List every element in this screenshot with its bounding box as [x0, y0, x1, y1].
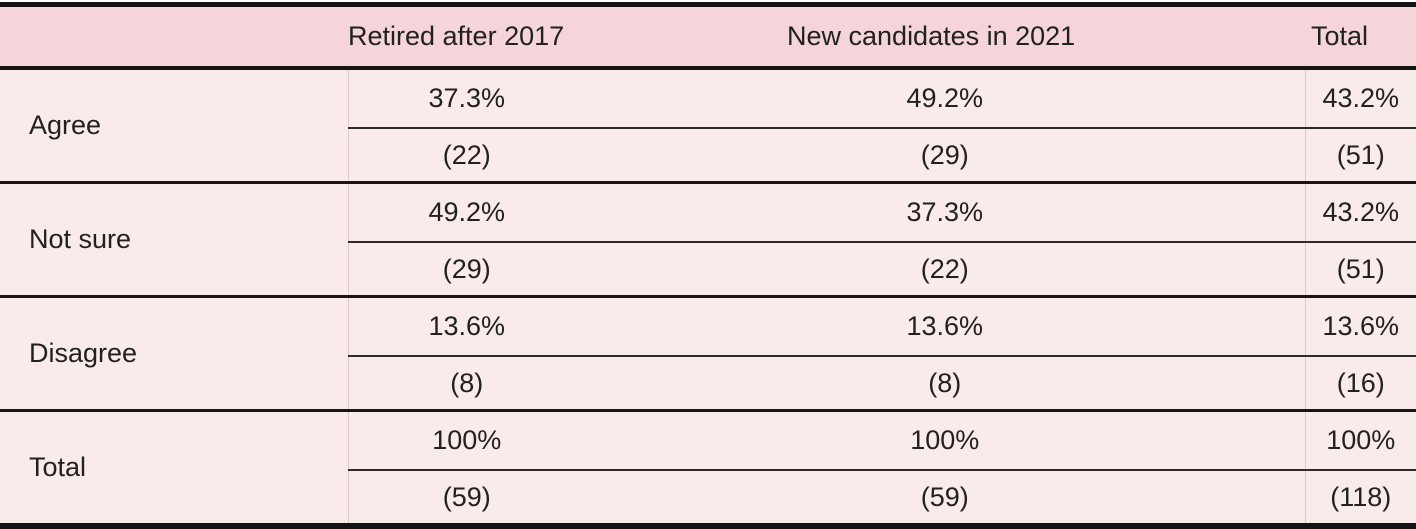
- table-row-total-pct: Total 100% 100% 100%: [0, 410, 1416, 526]
- pct-cell: 100%: [347, 410, 585, 471]
- count-cell: (22): [585, 242, 1305, 298]
- row-label-not-sure: Not sure: [0, 182, 348, 298]
- count-cell: (51): [1304, 242, 1416, 298]
- count-cell: (118): [1304, 470, 1416, 526]
- pct-cell: 43.2%: [1304, 182, 1416, 243]
- column-header-total: Total: [1305, 4, 1416, 70]
- column-header-retired-after-2017: Retired after 2017: [348, 4, 585, 70]
- header-stub-cell: [0, 4, 348, 70]
- table-row-not-sure-pct: Not sure 49.2% 37.3% 43.2%: [0, 182, 1416, 298]
- pct-cell: 37.3%: [347, 68, 585, 129]
- pct-cell: 37.3%: [585, 182, 1305, 243]
- table-row-disagree-count: (8) (8) (16): [0, 356, 1416, 412]
- row-label-agree: Agree: [0, 68, 348, 184]
- pct-cell: 49.2%: [585, 68, 1305, 129]
- table-row-not-sure-count: (29) (22) (51): [0, 242, 1416, 298]
- header-row: Retired after 2017 New candidates in 202…: [0, 4, 1416, 70]
- count-cell: (51): [1304, 128, 1416, 184]
- count-cell: (29): [585, 128, 1305, 184]
- column-header-new-candidates-2021: New candidates in 2021: [585, 4, 1305, 70]
- table-row-agree-pct: Agree 37.3% 49.2% 43.2%: [0, 68, 1416, 184]
- pct-cell: 100%: [1304, 410, 1416, 471]
- count-cell: (22): [347, 128, 585, 184]
- pct-cell: 13.6%: [1304, 296, 1416, 357]
- pct-cell: 13.6%: [585, 296, 1305, 357]
- row-label-disagree: Disagree: [0, 296, 348, 412]
- count-cell: (29): [347, 242, 585, 298]
- count-cell: (59): [347, 470, 585, 526]
- count-cell: (8): [585, 356, 1305, 412]
- pct-cell: 49.2%: [347, 182, 585, 243]
- table-row-disagree-pct: Disagree 13.6% 13.6% 13.6%: [0, 296, 1416, 412]
- count-cell: (59): [585, 470, 1305, 526]
- table-row-total-count: (59) (59) (118): [0, 470, 1416, 526]
- pct-cell: 43.2%: [1304, 68, 1416, 129]
- table-row-agree-count: (22) (29) (51): [0, 128, 1416, 184]
- pct-cell: 13.6%: [347, 296, 585, 357]
- pct-cell: 100%: [585, 410, 1305, 471]
- count-cell: (8): [347, 356, 585, 412]
- row-label-total: Total: [0, 410, 348, 526]
- count-cell: (16): [1304, 356, 1416, 412]
